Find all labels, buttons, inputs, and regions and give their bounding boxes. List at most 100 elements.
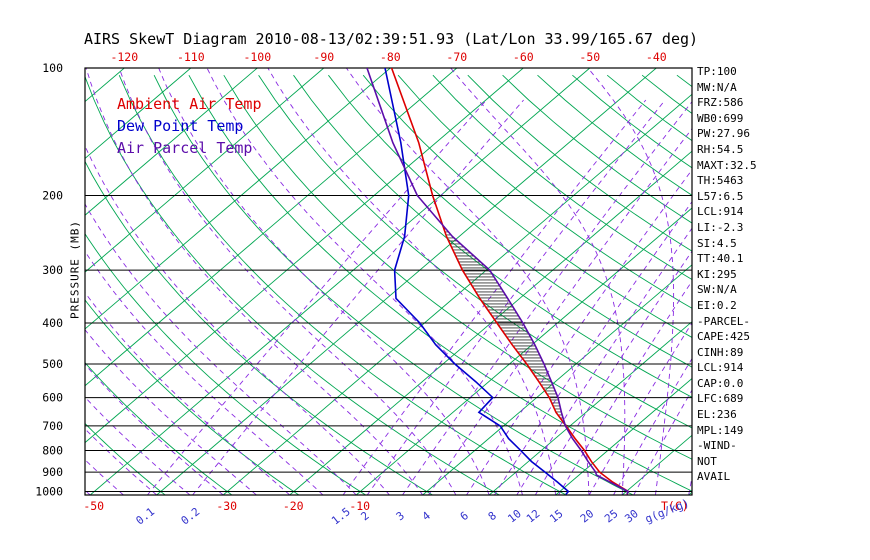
- mixing-ratio-tick-label: 4: [420, 509, 434, 524]
- stat-line: EI:0.2: [697, 298, 737, 312]
- moist-adiabat-line: [206, 68, 523, 495]
- mixing-ratio-line: [428, 127, 692, 495]
- mixing-ratio-line: [147, 99, 487, 495]
- stat-line: SW:N/A: [697, 283, 737, 297]
- chart-title: AIRS SkewT Diagram 2010-08-13/02:39:51.9…: [83, 30, 699, 48]
- pressure-tick-label: 900: [42, 465, 63, 479]
- moist-adiabat-line: [85, 363, 224, 495]
- moist-adiabat-line: [450, 68, 626, 495]
- dry-adiabat-line: [85, 75, 500, 495]
- top-temp-tick-label: -50: [579, 50, 600, 64]
- moist-adiabat-line: [587, 68, 675, 495]
- moist-adiabat-line: [85, 428, 157, 495]
- stat-line: MPL:149: [697, 423, 744, 437]
- top-temp-tick-label: -100: [243, 50, 271, 64]
- stat-line: FRZ:586: [697, 96, 744, 110]
- bottom-temp-tick-label: -10: [349, 499, 370, 513]
- stat-line: TT:40.1: [697, 252, 744, 266]
- legend-air-parcel-temp: Air Parcel Temp: [117, 139, 253, 157]
- mixing-ratio-line: [192, 99, 524, 495]
- legend-dew-point-temp: Dew Point Temp: [117, 117, 244, 135]
- stat-line: TP:100: [697, 65, 737, 78]
- mixing-ratio-line: [466, 169, 692, 495]
- pressure-tick-label: 400: [42, 316, 63, 330]
- mixing-ratio-tick-label: 6: [458, 509, 471, 523]
- legend-ambient-air-temp: Ambient Air Temp: [117, 95, 262, 113]
- dry-adiabat-line: [85, 160, 433, 495]
- isotherm-line: [85, 68, 192, 160]
- pressure-tick-label: 300: [42, 263, 63, 277]
- stat-line: TH:5463: [697, 174, 744, 188]
- stat-line: LFC:689: [697, 392, 744, 406]
- stat-line: NOT: [697, 454, 717, 468]
- stat-line: LI:-2.3: [697, 220, 744, 234]
- isotherm-line: [222, 93, 692, 495]
- stat-line: WB0:699: [697, 111, 744, 125]
- bottom-temp-tick-label: -50: [83, 499, 104, 513]
- moist-adiabat-line: [85, 291, 291, 495]
- dry-adiabat-line: [362, 74, 692, 338]
- temp-unit-label: T(C): [661, 499, 689, 513]
- isotherm-line: [85, 68, 391, 330]
- cape-hatch: [442, 225, 564, 422]
- dry-adiabat-line: [118, 75, 567, 495]
- moist-adiabat-line: [118, 68, 457, 495]
- dry-adiabat-line: [85, 232, 366, 495]
- mixing-ratio-line: [516, 227, 692, 495]
- moist-adiabat-line: [85, 396, 191, 495]
- stat-line: CAPE:425: [697, 330, 750, 344]
- isotherm-line: [89, 68, 591, 495]
- bottom-temp-tick-label: -30: [216, 499, 237, 513]
- mixing-ratio-tick-label: 30: [622, 507, 640, 525]
- stat-line: LCL:914: [697, 361, 744, 375]
- parcel-curve: [366, 68, 630, 495]
- stat-line: LCL:914: [697, 205, 744, 219]
- stat-line: L57:6.5: [697, 189, 744, 203]
- stat-line: MAXT:32.5: [697, 158, 757, 172]
- dewpoint-curve: [384, 68, 570, 495]
- isotherm-line: [355, 207, 692, 495]
- moist-adiabat-line: [85, 144, 390, 495]
- stat-line: AVAIL: [697, 470, 731, 484]
- stat-line: KI:295: [697, 267, 737, 281]
- mixing-ratio-tick-label: 3: [394, 509, 407, 523]
- moist-adiabat-line: [85, 329, 257, 495]
- stat-line: -PARCEL-: [697, 314, 750, 328]
- mixing-ratio-tick-label: 0.2: [179, 505, 203, 527]
- stat-line: PW:27.96: [697, 127, 750, 141]
- pressure-tick-label: 600: [42, 391, 63, 405]
- moist-adiabat-line: [85, 203, 357, 495]
- top-temp-tick-label: -90: [313, 50, 334, 64]
- stat-line: -WIND-: [697, 439, 737, 453]
- dry-adiabat-line: [85, 299, 300, 495]
- mixing-ratio-line: [366, 99, 666, 495]
- dry-adiabat-line: [153, 74, 634, 495]
- mixing-ratio-line: [494, 200, 692, 495]
- temperature-curve: [390, 68, 630, 495]
- top-temp-tick-label: -120: [110, 50, 138, 64]
- pressure-tick-label: 700: [42, 419, 63, 433]
- mixing-ratio-tick-label: 25: [602, 507, 620, 525]
- background-lines: [85, 68, 692, 495]
- moist-adiabat-line: [85, 68, 424, 495]
- mixing-ratio-tick-label: 0.1: [133, 505, 157, 527]
- dry-adiabat-line: [188, 74, 692, 492]
- moist-adiabat-line: [267, 68, 557, 495]
- top-temp-tick-label: -60: [513, 50, 534, 64]
- stat-line: SI:4.5: [697, 236, 737, 250]
- mixing-ratio-line: [402, 100, 692, 495]
- isotherm-line: [289, 150, 692, 495]
- mixing-ratio-tick-label: 8: [486, 509, 499, 523]
- sounding-curves: [366, 68, 630, 495]
- bottom-temp-tick-label: -20: [283, 499, 304, 513]
- pressure-tick-label: 800: [42, 443, 63, 457]
- plot-border: [84, 67, 693, 496]
- dry-adiabat-line: [328, 74, 692, 368]
- dry-adiabat-line: [432, 74, 692, 281]
- stat-line: MW:N/A: [697, 80, 737, 94]
- dry-adiabat-line: [85, 422, 166, 495]
- pressure-tick-label: 200: [42, 188, 63, 202]
- isotherm-line: [422, 264, 692, 495]
